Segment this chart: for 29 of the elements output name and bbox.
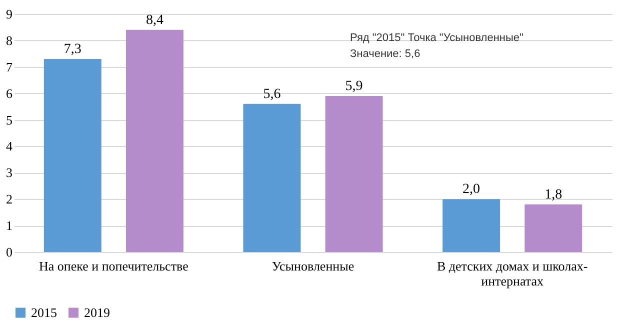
- annotation: Ряд "2015" Точка "Усыновленные": [350, 32, 524, 44]
- data-label: 7,3: [64, 42, 82, 57]
- data-label: 8,4: [146, 12, 164, 28]
- annotation: Значение: 5,6: [350, 48, 420, 60]
- y-tick-label: 3: [6, 165, 12, 180]
- bar: [442, 199, 500, 252]
- data-label: 2,0: [462, 182, 480, 198]
- y-tick-label: 5: [6, 112, 12, 128]
- data-label: 1,8: [544, 187, 562, 202]
- y-tick-label: 7: [6, 59, 13, 74]
- x-tick-label: В детских домах и школах-интернатах: [436, 258, 588, 288]
- y-tick-label: 2: [6, 192, 12, 207]
- bar: [243, 104, 301, 252]
- bar: [126, 30, 184, 252]
- y-tick-label: 8: [6, 32, 12, 48]
- y-tick-label: 0: [6, 244, 12, 260]
- y-tick-label: 6: [6, 86, 13, 101]
- y-tick-label: 9: [6, 6, 12, 22]
- y-tick-label: 1: [6, 218, 12, 234]
- x-tick-label: На опеке и попечительстве: [38, 258, 189, 274]
- bar: [325, 96, 383, 252]
- data-label: 5,6: [263, 86, 281, 102]
- y-tick-label: 4: [6, 138, 13, 154]
- legend-label: 2019: [84, 304, 110, 320]
- bar: [44, 58, 102, 252]
- bar: [524, 204, 582, 252]
- data-label: 5,9: [345, 78, 363, 94]
- x-tick-label: Усыновленные: [272, 258, 354, 274]
- legend-label: 2015: [31, 304, 57, 320]
